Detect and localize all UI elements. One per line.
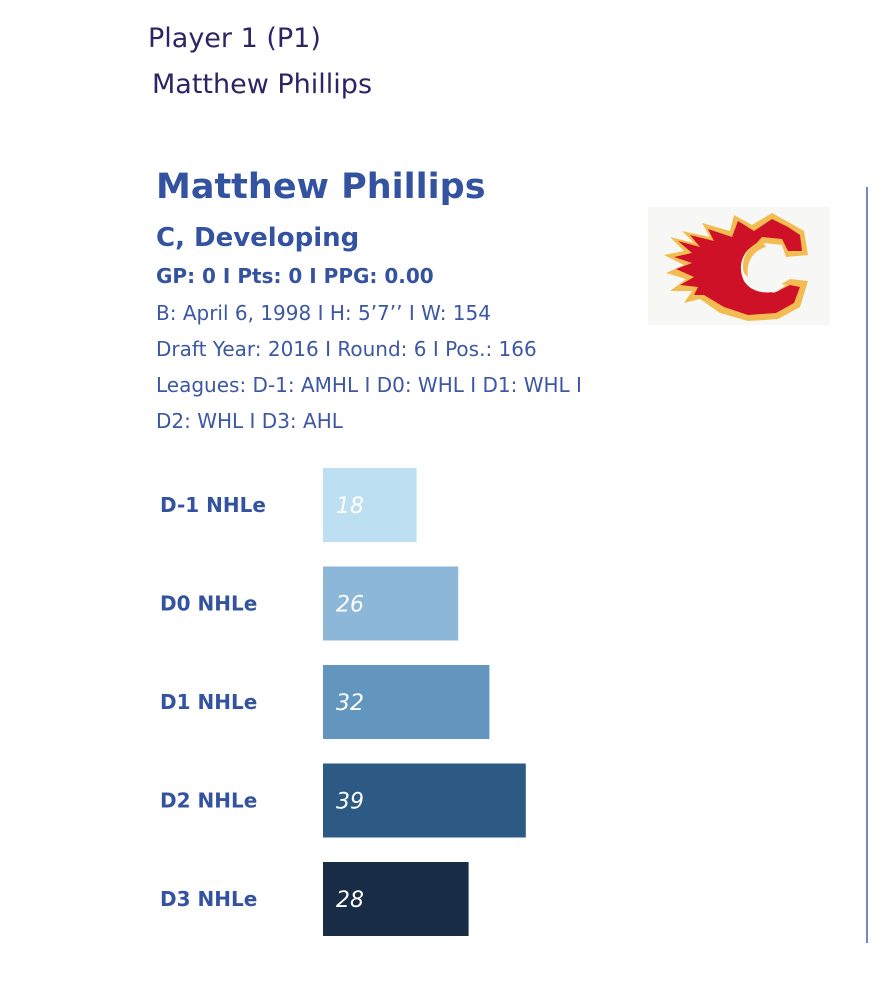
player-name-heading: Matthew Phillips [152, 69, 373, 100]
bar-value-label: 32 [336, 691, 364, 716]
bar [323, 665, 490, 739]
bar [323, 468, 417, 542]
bar-value-label: 26 [336, 593, 364, 618]
calgary-flames-logo-icon [648, 207, 830, 325]
bar-category-label: D-1 NHLe [160, 493, 266, 517]
bar-category-label: D2 NHLe [160, 789, 257, 813]
player-slot-label: Player 1 (P1) [148, 23, 321, 54]
position-status: C, Developing [156, 223, 360, 253]
draft-line: Draft Year: 2016 I Round: 6 I Pos.: 166 [156, 337, 537, 361]
leagues-line-1: Leagues: D-1: AMHL I D0: WHL I D1: WHL I [156, 373, 582, 397]
card-player-name: Matthew Phillips [156, 167, 486, 207]
bio-line: B: April 6, 1998 I H: 5’7’’ I W: 154 [156, 301, 491, 325]
bar-value-label: 18 [336, 494, 364, 519]
bar-category-label: D1 NHLe [160, 690, 257, 714]
bar [323, 566, 459, 641]
bar-value-label: 28 [336, 888, 364, 913]
bar-category-label: D3 NHLe [160, 887, 257, 911]
bar [323, 763, 526, 838]
bar [323, 862, 469, 936]
bar-category-label: D0 NHLe [160, 592, 257, 616]
leagues-line-2: D2: WHL I D3: AHL [156, 409, 343, 433]
divider-line [866, 187, 868, 943]
stats-line: GP: 0 I Pts: 0 I PPG: 0.00 [156, 264, 434, 288]
bar-value-label: 39 [336, 790, 364, 815]
